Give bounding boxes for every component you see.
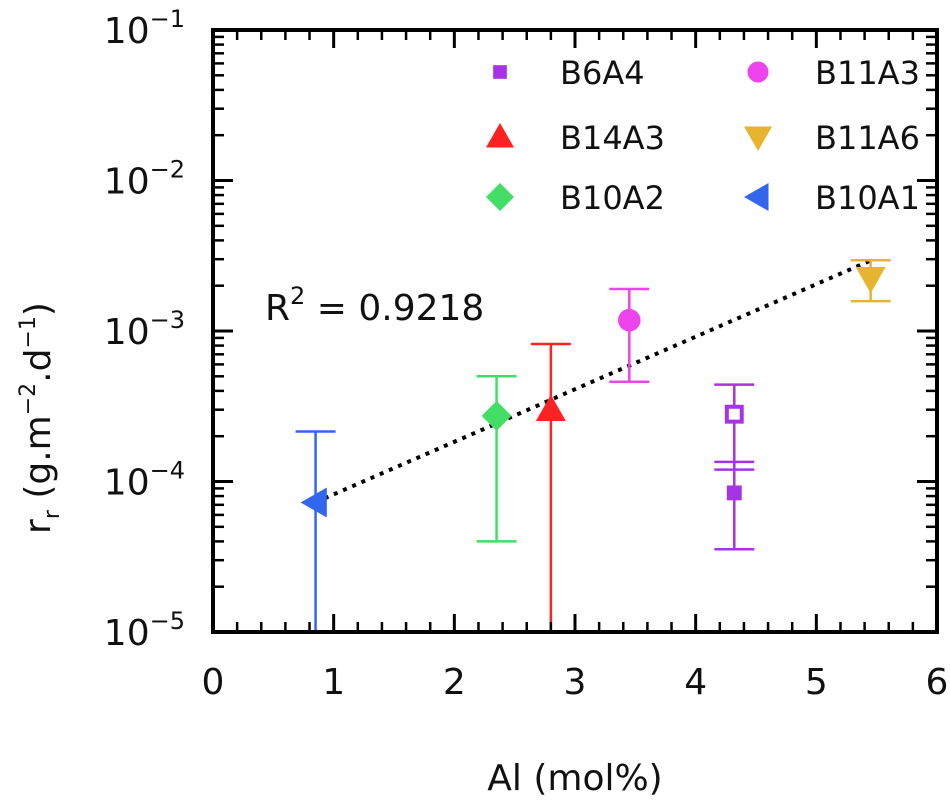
x-tick-label: 6: [926, 662, 949, 703]
legend-label: B11A6: [815, 119, 920, 157]
legend-marker: [744, 126, 772, 151]
y-axis-title: rr (g.m−2.d−1): [16, 302, 65, 534]
data-point: [300, 487, 327, 518]
x-tick-label: 0: [202, 662, 225, 703]
x-tick-label: 1: [322, 662, 345, 703]
y-tick-label: 10−5: [104, 607, 185, 654]
y-tick-label: 10−3: [104, 306, 185, 353]
svg-text:rr (g.m−2.d−1): rr (g.m−2.d−1): [16, 302, 65, 534]
series-layer: [295, 259, 891, 632]
x-tick-label: 4: [684, 662, 707, 703]
legend-label: B11A3: [815, 54, 920, 92]
fit-line-layer: [314, 258, 872, 505]
series-b11a6: [850, 259, 891, 303]
y-tick-label: 10−2: [104, 156, 185, 203]
legend-item-b10a1: B10A1: [744, 179, 920, 217]
series-b10a1: [295, 430, 336, 632]
y-tick-label: 10−1: [104, 5, 185, 52]
legend-marker: [486, 183, 514, 211]
legend-item-b11a6: B11A6: [744, 119, 920, 157]
legend-marker: [744, 183, 769, 211]
legend-item-b14a3: B14A3: [486, 119, 665, 157]
data-point: [724, 404, 744, 424]
fit-line: [314, 258, 872, 505]
x-tick-label: 3: [564, 662, 587, 703]
r-squared-annotation: R2 = 0.9218: [265, 282, 484, 329]
legend-label: B10A2: [560, 179, 665, 217]
series-b14a3: [530, 342, 571, 632]
x-tick-label: 2: [443, 662, 466, 703]
data-point: [726, 485, 742, 501]
legend-label: B6A4: [560, 54, 645, 92]
legend-marker: [493, 65, 507, 79]
legend-item-b11a3: B11A3: [747, 54, 920, 92]
axes: 0 1 2 3 4 5 6 10−5 10−4 10−3 10−2 10−1: [104, 5, 949, 703]
legend-marker: [486, 123, 514, 148]
x-tick-label: 5: [805, 662, 828, 703]
series-b11a3: [609, 287, 650, 384]
data-point: [618, 308, 641, 332]
data-point: [535, 394, 566, 421]
legend: B6A4 B11A3 B14A3 B11A6 B10A2 B10A1: [486, 54, 920, 217]
series-b10a2: [476, 375, 517, 543]
y-tick-label: 10−4: [104, 457, 185, 504]
data-point: [481, 400, 512, 431]
legend-label: B10A1: [815, 179, 920, 217]
legend-item-b10a2: B10A2: [486, 179, 665, 217]
data-point: [855, 267, 886, 294]
series-b6a4: [714, 383, 755, 551]
legend-marker: [747, 61, 769, 83]
legend-item-b6a4: B6A4: [493, 54, 645, 92]
x-axis-title: Al (mol%): [487, 758, 662, 799]
legend-label: B14A3: [560, 119, 665, 157]
